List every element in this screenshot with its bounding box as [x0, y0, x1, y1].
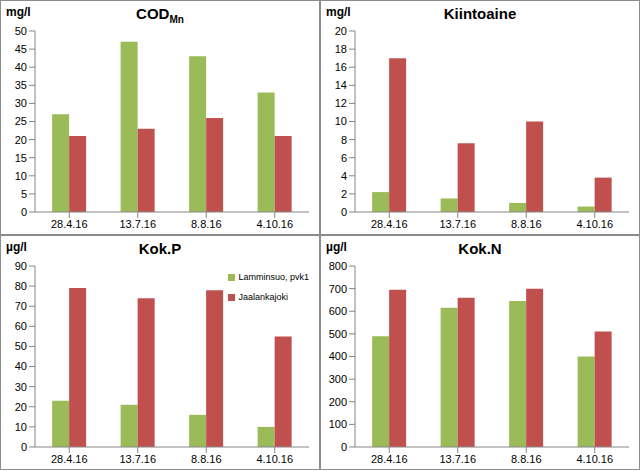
svg-text:45: 45 — [15, 43, 27, 55]
html-text:Kok.N: Kok.N — [458, 240, 502, 257]
svg-text:35: 35 — [15, 79, 27, 91]
html-text:Jaalankajoki: Jaalankajoki — [238, 292, 288, 302]
svg-text:90: 90 — [15, 260, 27, 272]
svg-text:400: 400 — [329, 350, 347, 362]
svg-text:50: 50 — [15, 340, 27, 352]
svg-text:28.4.16: 28.4.16 — [371, 218, 408, 230]
svg-text:8.8.16: 8.8.16 — [191, 218, 222, 230]
svg-text:100: 100 — [329, 418, 347, 430]
svg-text:0: 0 — [341, 206, 347, 218]
svg-text:500: 500 — [329, 328, 347, 340]
html-text:mg/l: mg/l — [326, 5, 351, 19]
svg-text:10: 10 — [15, 170, 27, 182]
svg-text:40: 40 — [15, 61, 27, 73]
svg-text:16: 16 — [335, 61, 347, 73]
svg-text:13.7.16: 13.7.16 — [119, 218, 156, 230]
svg-text:8.8.16: 8.8.16 — [511, 218, 542, 230]
svg-text:4: 4 — [341, 170, 347, 182]
svg-text:80: 80 — [15, 280, 27, 292]
svg-text:20: 20 — [335, 25, 347, 37]
html-text:Lamminsuo, pvk1: Lamminsuo, pvk1 — [238, 272, 309, 282]
svg-text:300: 300 — [329, 373, 347, 385]
svg-text:28.4.16: 28.4.16 — [51, 453, 88, 465]
svg-text:4.10.16: 4.10.16 — [256, 218, 293, 230]
svg-text:6: 6 — [341, 152, 347, 164]
svg-text:30: 30 — [15, 97, 27, 109]
svg-text:70: 70 — [15, 300, 27, 312]
svg-text:30: 30 — [15, 381, 27, 393]
svg-text:0: 0 — [21, 206, 27, 218]
svg-text:4.10.16: 4.10.16 — [576, 218, 613, 230]
svg-text:10: 10 — [335, 115, 347, 127]
svg-text:20: 20 — [15, 401, 27, 413]
svg-text:40: 40 — [15, 360, 27, 372]
svg-text:4.10.16: 4.10.16 — [256, 453, 293, 465]
svg-text:700: 700 — [329, 283, 347, 295]
svg-text:800: 800 — [329, 260, 347, 272]
svg-text:28.4.16: 28.4.16 — [51, 218, 88, 230]
svg-text:0: 0 — [341, 441, 347, 453]
svg-text:60: 60 — [15, 320, 27, 332]
html-text:µg/l: µg/l — [6, 240, 27, 254]
html-text:CODMn: CODMn — [136, 5, 184, 25]
html-text:µg/l: µg/l — [326, 240, 347, 254]
html-text:Kok.P: Kok.P — [138, 240, 182, 257]
svg-text:8.8.16: 8.8.16 — [511, 453, 542, 465]
svg-text:5: 5 — [21, 188, 27, 200]
svg-text:13.7.16: 13.7.16 — [119, 453, 156, 465]
svg-text:4.10.16: 4.10.16 — [576, 453, 613, 465]
svg-text:12: 12 — [335, 97, 347, 109]
svg-text:8: 8 — [341, 134, 347, 146]
html-text:Kiintoaine: Kiintoaine — [443, 5, 517, 22]
svg-text:8.8.16: 8.8.16 — [191, 453, 222, 465]
svg-text:13.7.16: 13.7.16 — [439, 218, 476, 230]
svg-text:20: 20 — [15, 134, 27, 146]
svg-text:28.4.16: 28.4.16 — [371, 453, 408, 465]
svg-text:200: 200 — [329, 396, 347, 408]
svg-text:15: 15 — [15, 152, 27, 164]
svg-text:14: 14 — [335, 79, 347, 91]
svg-text:600: 600 — [329, 305, 347, 317]
svg-text:13.7.16: 13.7.16 — [439, 453, 476, 465]
svg-text:25: 25 — [15, 115, 27, 127]
svg-text:2: 2 — [341, 188, 347, 200]
svg-text:18: 18 — [335, 43, 347, 55]
svg-text:0: 0 — [21, 441, 27, 453]
svg-text:10: 10 — [15, 421, 27, 433]
html-text:mg/l: mg/l — [6, 5, 31, 19]
svg-text:50: 50 — [15, 25, 27, 37]
